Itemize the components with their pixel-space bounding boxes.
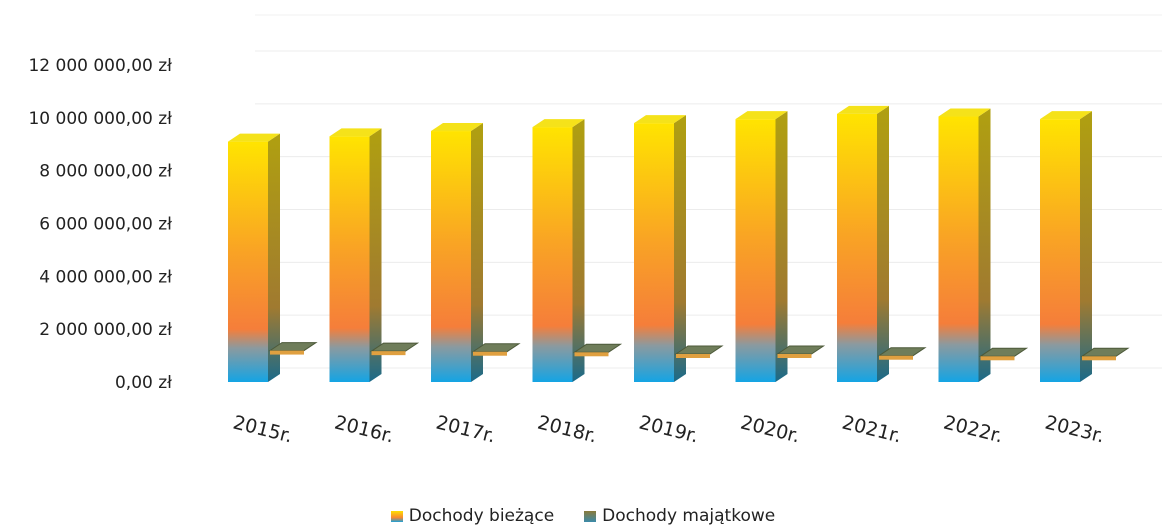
bar-current-income-top bbox=[329, 128, 382, 137]
bar-current-income-top bbox=[634, 115, 686, 124]
y-tick-label: 12 000 000,00 zł bbox=[28, 56, 172, 76]
bar-group bbox=[431, 123, 521, 383]
bar-current-income bbox=[532, 127, 573, 383]
x-tick-label: 2021r. bbox=[840, 412, 904, 448]
bar-property-income-front bbox=[1082, 356, 1116, 361]
bar-current-income bbox=[228, 141, 268, 382]
bar-current-income-top bbox=[938, 108, 991, 117]
y-tick-label: 10 000 000,00 zł bbox=[28, 109, 172, 129]
bar-property-income-front bbox=[473, 351, 507, 356]
legend-item-property-income: Dochody majątkowe bbox=[584, 506, 775, 526]
bar-group bbox=[938, 108, 1029, 382]
income-chart: 0,00 zł 2 000 000,00 zł 4 000 000,00 zł 6 0… bbox=[28, 14, 1162, 448]
y-tick-label: 4 000 000,00 zł bbox=[39, 267, 172, 287]
bar-current-income-top bbox=[837, 105, 889, 114]
legend-item-current-income: Dochody bieżące bbox=[390, 506, 555, 526]
y-tick-label: 8 000 000,00 zł bbox=[39, 162, 172, 182]
x-tick-label: 2022r. bbox=[941, 412, 1005, 448]
y-tick-label: 0,00 zł bbox=[115, 373, 172, 393]
x-tick-label: 2020r. bbox=[738, 412, 802, 448]
bar-current-income-side bbox=[674, 115, 686, 382]
y-tick-label: 6 000 000,00 zł bbox=[39, 215, 172, 235]
x-tick-label: 2016r. bbox=[332, 412, 396, 448]
x-tick-label: 2015r. bbox=[231, 412, 295, 448]
bar-current-income-side bbox=[1080, 111, 1092, 382]
x-tick-label: 2023r. bbox=[1043, 412, 1107, 448]
chart-legend: Dochody bieżące Dochody majątkowe bbox=[0, 505, 1166, 527]
bar-group bbox=[837, 105, 927, 382]
bar-current-income-side bbox=[572, 119, 585, 383]
legend-swatch-property-income bbox=[584, 510, 597, 522]
bar-current-income-side bbox=[978, 108, 991, 382]
bar-group bbox=[735, 111, 826, 382]
bar-property-income-front bbox=[980, 356, 1015, 361]
x-tick-label: 2017r. bbox=[434, 412, 498, 448]
bar-group bbox=[634, 115, 724, 382]
bar-current-income bbox=[938, 116, 979, 382]
bar-current-income bbox=[329, 136, 370, 382]
legend-swatch-current-income bbox=[390, 510, 403, 522]
x-tick-label: 2019r. bbox=[637, 412, 701, 448]
bar-property-income-front bbox=[879, 355, 913, 360]
bar-current-income-side bbox=[268, 133, 280, 382]
bar-current-income-side bbox=[471, 123, 483, 383]
bar-current-income-side bbox=[775, 111, 788, 382]
bar-property-income-front bbox=[676, 354, 710, 359]
bar-property-income-front bbox=[574, 352, 609, 357]
bar-current-income bbox=[735, 119, 776, 382]
bar-group bbox=[329, 128, 420, 382]
bar-current-income-top bbox=[228, 133, 280, 142]
bar-current-income bbox=[837, 113, 877, 382]
bar-current-income bbox=[431, 131, 471, 382]
bar-current-income-top bbox=[735, 111, 788, 120]
bar-group bbox=[228, 133, 318, 382]
bar-group bbox=[1040, 111, 1130, 382]
bar-current-income bbox=[1040, 119, 1080, 382]
bar-current-income-side bbox=[877, 105, 889, 382]
x-tick-label: 2018r. bbox=[535, 412, 599, 448]
bar-current-income bbox=[634, 123, 674, 382]
legend-label-current-income: Dochody bieżące bbox=[408, 506, 555, 526]
bar-property-income-front bbox=[777, 354, 812, 359]
bar-current-income-side bbox=[369, 128, 382, 382]
bar-group bbox=[532, 119, 623, 383]
legend-label-property-income: Dochody majątkowe bbox=[602, 506, 776, 526]
bar-current-income-top bbox=[532, 119, 585, 128]
bar-current-income-top bbox=[431, 123, 483, 132]
bar-property-income-front bbox=[270, 350, 304, 355]
bar-current-income-top bbox=[1040, 111, 1092, 120]
y-tick-label: 2 000 000,00 zł bbox=[39, 320, 172, 340]
bar-property-income-front bbox=[371, 351, 406, 356]
